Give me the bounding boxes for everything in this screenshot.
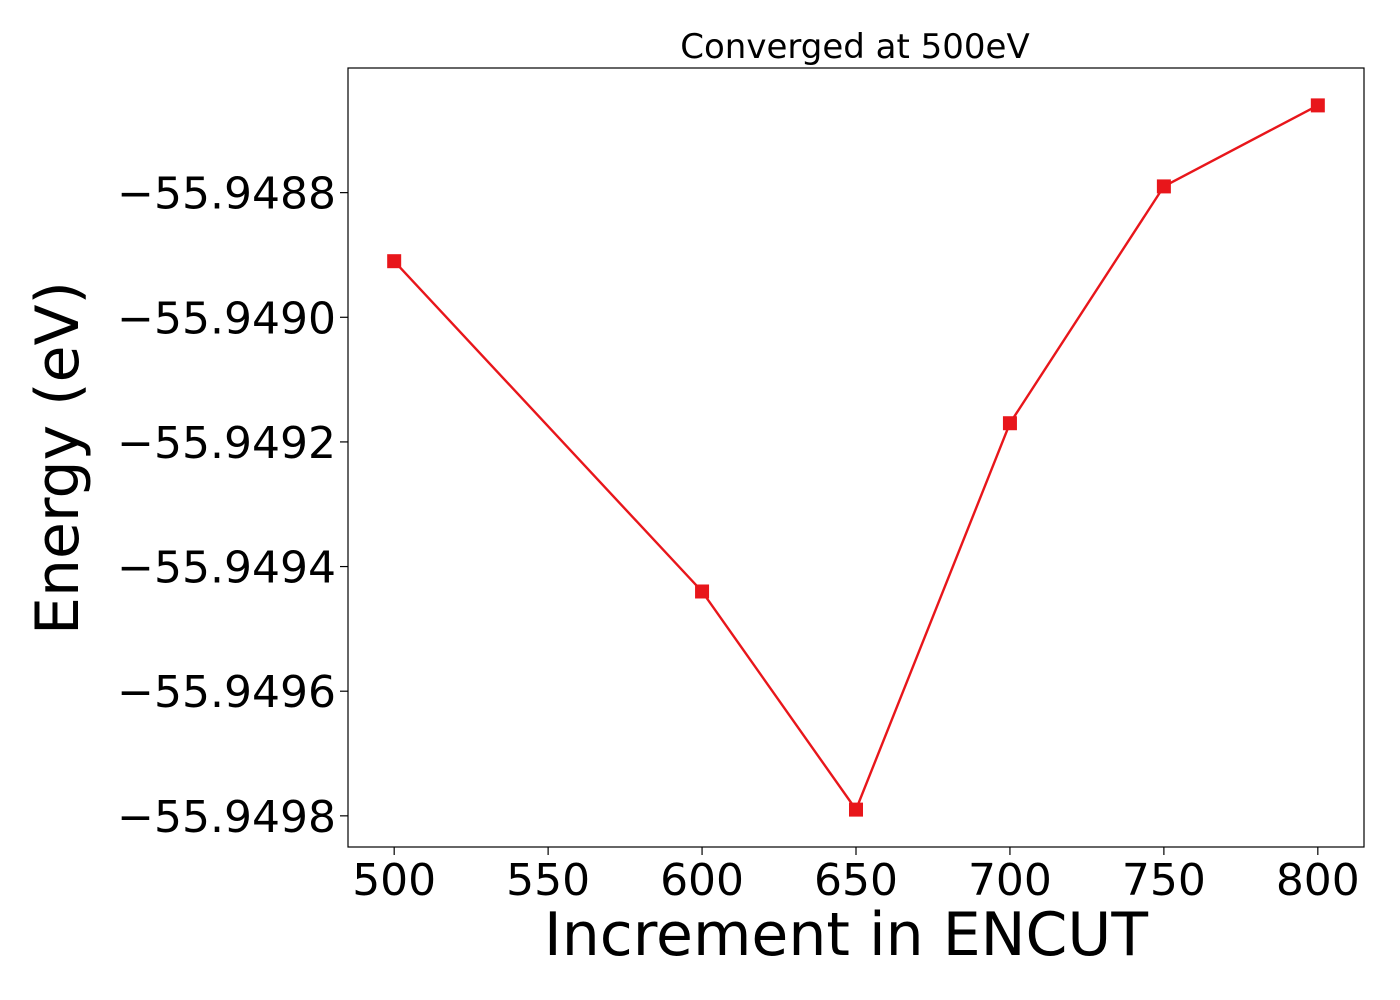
y-tick-label: −55.9498 [117, 792, 336, 843]
x-tick-label: 600 [660, 855, 744, 906]
x-tick-label: 750 [1122, 855, 1206, 906]
data-point-marker [1310, 98, 1325, 113]
plot-frame [347, 67, 1365, 848]
chart-title: Converged at 500eV [680, 27, 1029, 67]
data-point-marker [695, 584, 710, 599]
series-layer [387, 98, 1325, 817]
data-point-marker [387, 254, 402, 269]
data-point-marker [849, 802, 863, 817]
x-tick-label: 700 [968, 855, 1052, 906]
y-tick-label: −55.9492 [117, 418, 336, 469]
x-tick-label: 500 [352, 855, 436, 906]
y-tick-label: −55.9494 [117, 543, 336, 594]
data-point-marker [1002, 416, 1017, 431]
x-tick-label: 800 [1276, 855, 1360, 906]
x-axis-label: Increment in ENCUT [544, 900, 1148, 970]
y-tick-label: −55.9488 [117, 169, 336, 220]
x-tick-label: 550 [506, 855, 590, 906]
y-axis: −55.9498 −55.9496 −55.9494 −55.9492 −55.9490… [117, 169, 348, 843]
series-line [393, 104, 1319, 813]
y-axis-label: Energy (eV) [23, 281, 93, 635]
y-tick-label: −55.9490 [117, 293, 336, 344]
x-axis: 500 550 600 650 700 750 800 [352, 847, 1360, 906]
x-tick-label: 650 [814, 855, 898, 906]
data-point-marker [1156, 179, 1171, 194]
y-tick-label: −55.9496 [117, 667, 336, 718]
